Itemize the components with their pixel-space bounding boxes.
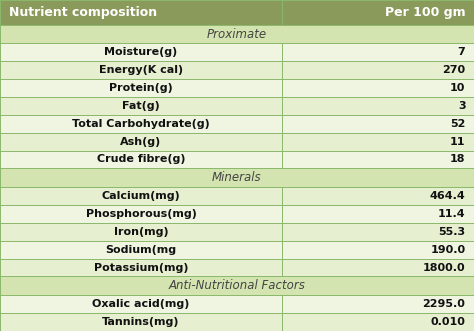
- Text: 190.0: 190.0: [430, 245, 465, 255]
- Text: Total Carbohydrate(g): Total Carbohydrate(g): [72, 119, 210, 129]
- Bar: [0, 24, 474, 43]
- Text: 55.3: 55.3: [438, 227, 465, 237]
- Text: 18: 18: [450, 155, 465, 165]
- Text: Iron(mg): Iron(mg): [114, 227, 168, 237]
- Bar: [0, 313, 474, 331]
- Bar: [0, 133, 474, 151]
- Bar: [0, 205, 474, 223]
- Bar: [0, 295, 474, 313]
- Text: 11: 11: [450, 137, 465, 147]
- Bar: [0, 223, 474, 241]
- Text: Moisture(g): Moisture(g): [104, 47, 178, 57]
- Bar: [0, 241, 474, 259]
- Text: 464.4: 464.4: [430, 191, 465, 201]
- Text: Minerals: Minerals: [212, 171, 262, 184]
- Bar: [0, 187, 474, 205]
- Bar: [0, 79, 474, 97]
- Bar: [0, 0, 474, 24]
- Bar: [0, 168, 474, 187]
- Text: Oxalic acid(mg): Oxalic acid(mg): [92, 299, 190, 309]
- Bar: [0, 259, 474, 276]
- Text: Phosphorous(mg): Phosphorous(mg): [86, 209, 196, 219]
- Text: 10: 10: [450, 83, 465, 93]
- Bar: [0, 43, 474, 61]
- Text: Proximate: Proximate: [207, 27, 267, 40]
- Text: Per 100 gm: Per 100 gm: [385, 6, 465, 19]
- Text: 2295.0: 2295.0: [423, 299, 465, 309]
- Text: Crude fibre(g): Crude fibre(g): [97, 155, 185, 165]
- Text: 3: 3: [458, 101, 465, 111]
- Text: 11.4: 11.4: [438, 209, 465, 219]
- Text: 52: 52: [450, 119, 465, 129]
- Text: Calcium(mg): Calcium(mg): [101, 191, 181, 201]
- Text: Anti-Nutritional Factors: Anti-Nutritional Factors: [169, 279, 305, 292]
- Bar: [0, 115, 474, 133]
- Bar: [0, 151, 474, 168]
- Bar: [0, 97, 474, 115]
- Text: 0.010: 0.010: [430, 317, 465, 327]
- Text: 1800.0: 1800.0: [423, 262, 465, 272]
- Text: 7: 7: [458, 47, 465, 57]
- Text: Tannins(mg): Tannins(mg): [102, 317, 180, 327]
- Text: Sodium(mg: Sodium(mg: [105, 245, 177, 255]
- Text: Energy(K cal): Energy(K cal): [99, 65, 183, 75]
- Text: Protein(g): Protein(g): [109, 83, 173, 93]
- Text: Fat(g): Fat(g): [122, 101, 160, 111]
- Bar: [0, 276, 474, 295]
- Text: Potassium(mg): Potassium(mg): [94, 262, 188, 272]
- Text: 270: 270: [442, 65, 465, 75]
- Text: Ash(g): Ash(g): [120, 137, 162, 147]
- Text: Nutrient composition: Nutrient composition: [9, 6, 156, 19]
- Bar: [0, 61, 474, 79]
